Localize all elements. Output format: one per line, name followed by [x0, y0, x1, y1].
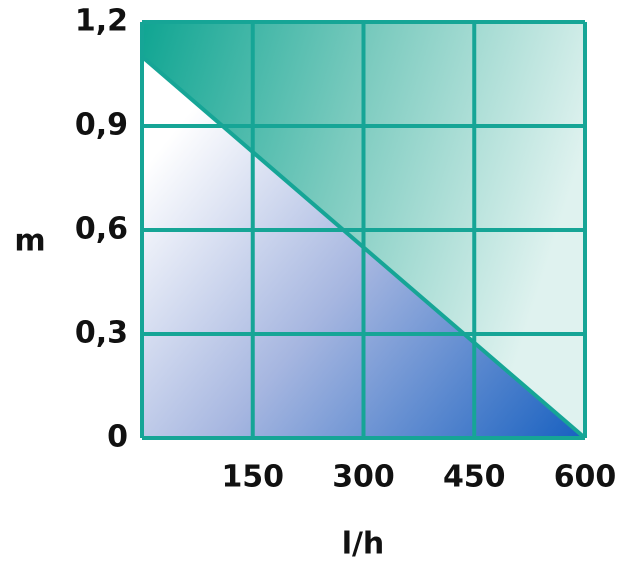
- x-tick-label: 150: [221, 460, 284, 495]
- y-tick-label: 0,3: [75, 316, 128, 351]
- x-tick-label: 300: [332, 460, 395, 495]
- x-tick-label: 450: [443, 460, 506, 495]
- x-tick-label: 600: [554, 460, 617, 495]
- y-tick-label: 1,2: [75, 4, 128, 39]
- x-axis-label: l/h: [342, 527, 385, 562]
- y-tick-label: 0,9: [75, 108, 128, 143]
- line: [140, 55, 587, 440]
- y-tick-label: 0: [107, 420, 128, 455]
- y-axis-label: m: [14, 224, 45, 259]
- y-tick-label: 0,6: [75, 212, 128, 247]
- plot-area: [140, 20, 587, 440]
